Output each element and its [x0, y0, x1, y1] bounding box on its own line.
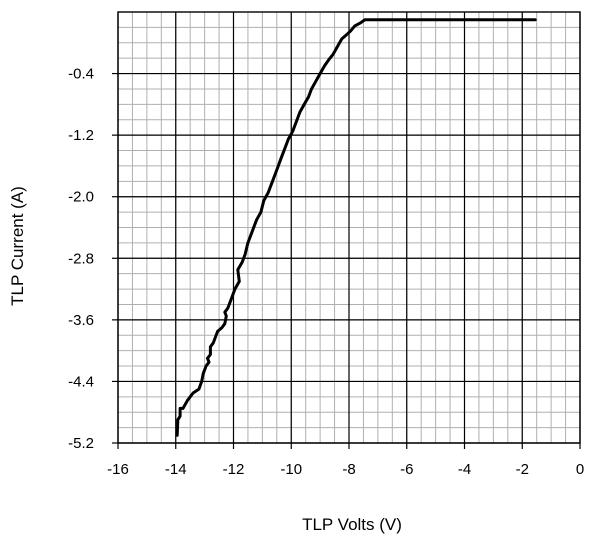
- x-tick-label: -6: [400, 461, 413, 478]
- y-tick-label: -2.8: [68, 250, 94, 267]
- tick-labels: -16 -14 -12 -10 -8 -6 -4 -2 0 -0.4 -1.2 -2.0 -2.8 -3.…: [68, 66, 584, 478]
- x-tick-label: 0: [576, 461, 584, 478]
- y-tick-label: -2.0: [68, 189, 94, 206]
- y-tick-label: -1.2: [68, 127, 94, 144]
- y-axis-label: TLP Current (A): [8, 186, 27, 306]
- x-tick-label: -8: [342, 461, 355, 478]
- x-tick-label: -14: [165, 461, 187, 478]
- y-tick-label: -4.4: [68, 373, 94, 390]
- x-axis-label: TLP Volts (V): [302, 515, 402, 534]
- x-tick-label: -12: [223, 461, 245, 478]
- y-tick-label: -5.2: [68, 435, 94, 452]
- x-tick-label: -2: [516, 461, 529, 478]
- x-tick-label: -16: [107, 461, 129, 478]
- y-tick-label: -0.4: [68, 66, 94, 83]
- y-tick-label: -3.6: [68, 312, 94, 329]
- x-tick-label: -10: [280, 461, 302, 478]
- x-tick-label: -4: [458, 461, 471, 478]
